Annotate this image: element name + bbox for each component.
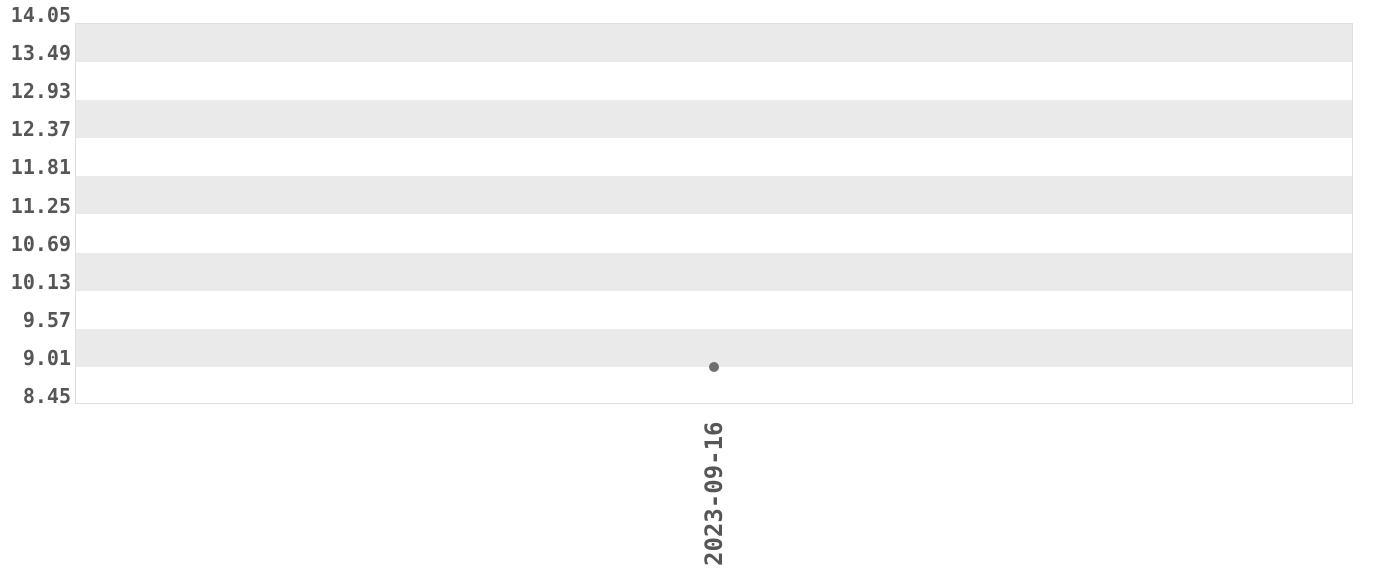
y-axis-tick-label: 9.01: [22, 345, 71, 370]
grid-band: [76, 100, 1352, 139]
grid-band: [76, 252, 1352, 291]
x-axis-tick-label: 2023-09-16: [700, 421, 728, 567]
data-point[interactable]: [709, 362, 719, 373]
y-axis-tick-label: 9.57: [22, 307, 71, 332]
y-axis-tick-label: 14.05: [10, 3, 71, 27]
plot-area: [75, 23, 1353, 404]
grid-band: [76, 176, 1352, 215]
y-axis-tick-label: 11.25: [10, 193, 71, 218]
y-axis-tick-label: 13.49: [10, 41, 71, 66]
y-axis-tick-label: 11.81: [10, 155, 71, 180]
y-axis-tick-label: 10.13: [10, 269, 71, 294]
y-axis-tick-label: 12.93: [10, 79, 71, 104]
y-axis-tick-label: 8.45: [22, 384, 71, 408]
y-axis-tick-label: 12.37: [10, 117, 71, 142]
grid-band: [76, 24, 1352, 63]
y-axis-tick-label: 10.69: [10, 231, 71, 256]
grid-band: [76, 328, 1352, 367]
